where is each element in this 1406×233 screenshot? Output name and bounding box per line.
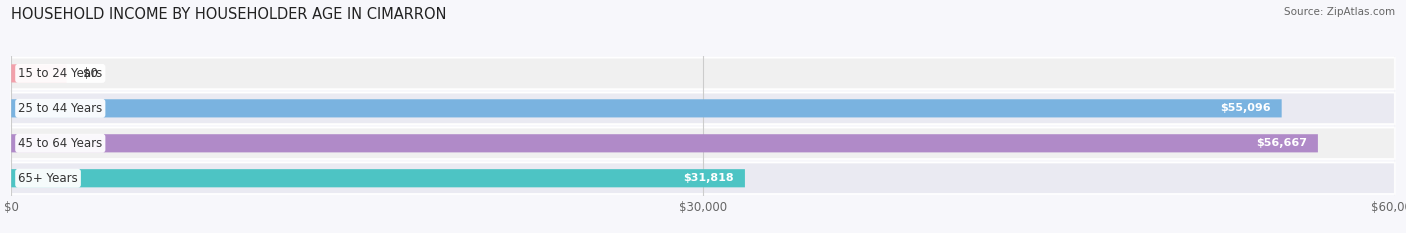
FancyBboxPatch shape — [11, 58, 1395, 89]
Text: Source: ZipAtlas.com: Source: ZipAtlas.com — [1284, 7, 1395, 17]
Text: 65+ Years: 65+ Years — [18, 172, 77, 185]
Text: $56,667: $56,667 — [1256, 138, 1306, 148]
Text: $55,096: $55,096 — [1220, 103, 1271, 113]
FancyBboxPatch shape — [11, 134, 1317, 152]
Text: 15 to 24 Years: 15 to 24 Years — [18, 67, 103, 80]
FancyBboxPatch shape — [11, 163, 1395, 194]
Text: 25 to 44 Years: 25 to 44 Years — [18, 102, 103, 115]
FancyBboxPatch shape — [11, 99, 1282, 117]
FancyBboxPatch shape — [11, 127, 1395, 159]
FancyBboxPatch shape — [11, 64, 66, 82]
Text: HOUSEHOLD INCOME BY HOUSEHOLDER AGE IN CIMARRON: HOUSEHOLD INCOME BY HOUSEHOLDER AGE IN C… — [11, 7, 447, 22]
FancyBboxPatch shape — [11, 169, 745, 187]
FancyBboxPatch shape — [11, 93, 1395, 124]
Text: 45 to 64 Years: 45 to 64 Years — [18, 137, 103, 150]
Text: $31,818: $31,818 — [683, 173, 734, 183]
Text: $0: $0 — [83, 67, 98, 80]
